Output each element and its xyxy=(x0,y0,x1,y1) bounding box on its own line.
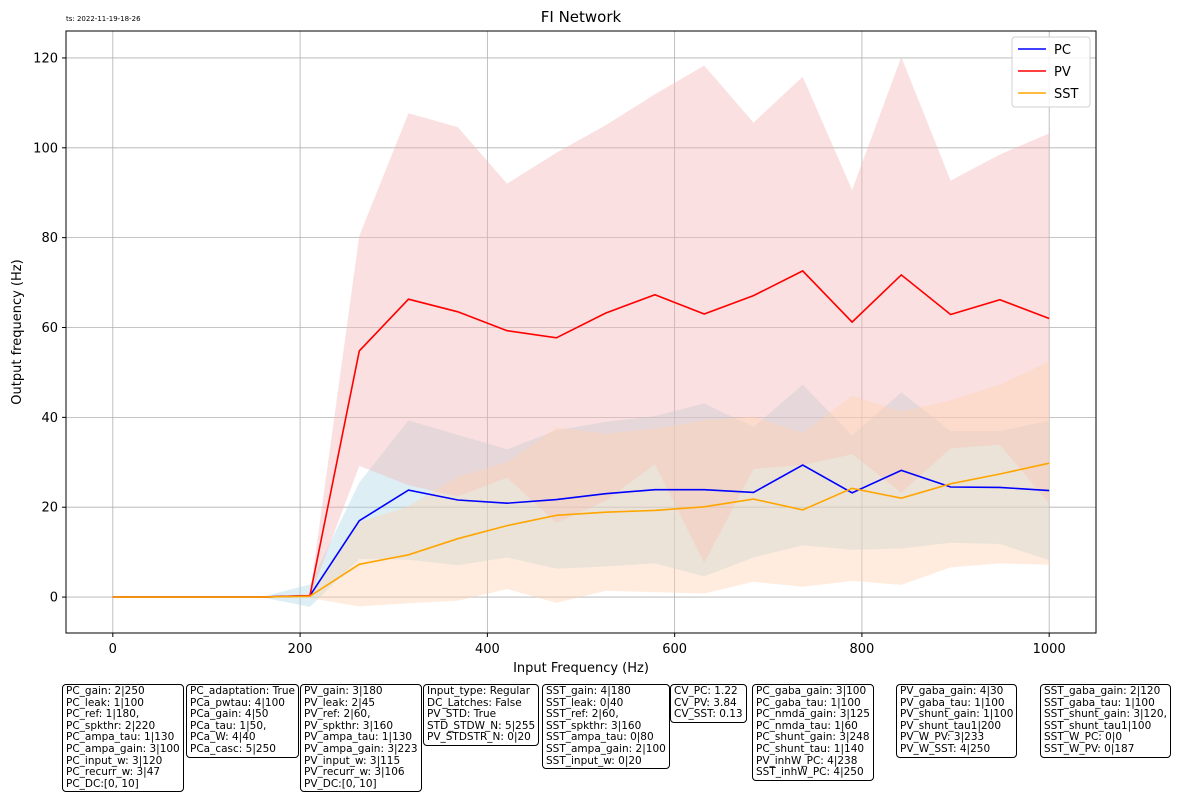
param-line: SST_spkthr: 3|160 xyxy=(546,719,642,732)
param-line: SST_shunt_tau1|100 xyxy=(1044,719,1152,732)
band-pc xyxy=(112,384,1050,607)
param-line: PV_recurr_w: 3|106 xyxy=(304,766,405,779)
param-line: PV_STDSTR_N: 0|20 xyxy=(427,731,531,744)
param-line: PC_DC:[0, 10] xyxy=(66,777,139,790)
param-line: Input_type: Regular xyxy=(427,685,531,697)
param-line: PV_shunt_tau1|200 xyxy=(900,719,1002,732)
legend xyxy=(1011,36,1091,108)
band-sst xyxy=(112,361,1050,607)
param-line: PV_input_w: 3|115 xyxy=(304,754,401,767)
y-tick-label: 80 xyxy=(41,231,58,246)
param-line: PC_recurr_w: 3|47 xyxy=(66,766,161,779)
param-line: PC_spkthr: 2|220 xyxy=(66,719,156,732)
timestamp-label: ts: 2022-11-19-18-26 xyxy=(66,15,141,23)
param-box: PV_gaba_gain: 4|30 PV_gaba_tau: 1|100 PV_s… xyxy=(896,684,1018,758)
param-line: CV_SST: 0.13 xyxy=(674,708,743,721)
param-line: PV_shunt_gain: 1|100 xyxy=(900,708,1014,721)
param-line: PV_inhW_PC: 4|238 xyxy=(756,754,858,767)
param-line: PC_gaba_gain: 3|100 xyxy=(756,685,867,697)
param-line: SST_gaba_gain: 2|120 xyxy=(1044,685,1161,697)
param-line: PV_gaba_tau: 1|100 xyxy=(900,696,1005,709)
param-line: PCa_tau: 1|50, xyxy=(190,719,267,732)
param-line: PCa_pwtau: 4|100 xyxy=(190,696,285,709)
band-pv xyxy=(112,57,1050,598)
y-tick-label: 120 xyxy=(33,51,58,66)
y-tick-label: 100 xyxy=(33,141,58,156)
y-axis-label: Output frequency (Hz) xyxy=(10,259,25,404)
param-line: SST_gain: 4|180 xyxy=(546,685,631,697)
param-line: PC_gain: 2|250 xyxy=(66,685,145,697)
param-line: PC_input_w: 3|120 xyxy=(66,754,163,767)
param-box: PC_gain: 2|250 PC_leak: 1|100 PC_ref: 1|18… xyxy=(62,684,184,793)
param-box: PC_gaba_gain: 3|100 PC_gaba_tau: 1|100 PC_… xyxy=(752,684,874,781)
param-line: SST_ref: 2|60, xyxy=(546,708,619,721)
param-line: PC_nmda_tau: 1|60 xyxy=(756,719,858,732)
param-box: Input_type: Regular DC_Latches: False PV_S… xyxy=(423,684,540,746)
param-box: PV_gain: 3|180 PV_leak: 2|45 PV_ref: 2|60,… xyxy=(300,684,422,793)
param-line: PC_ref: 1|180, xyxy=(66,708,140,721)
param-line: PCa_gain: 4|50 xyxy=(190,708,269,721)
x-tick-label: 200 xyxy=(288,642,313,657)
chart-title: FI Network xyxy=(541,8,622,26)
plot-area xyxy=(112,57,1050,607)
param-line: PC_leak: 1|100 xyxy=(66,696,144,709)
x-axis-label: Input Frequency (Hz) xyxy=(513,661,649,676)
x-tick-label: 600 xyxy=(662,642,687,657)
param-line: PC_gaba_tau: 1|100 xyxy=(756,696,861,709)
y-tick-label: 0 xyxy=(50,591,58,606)
param-line: PCa_casc: 5|250 xyxy=(190,742,276,755)
x-tick-label: 1000 xyxy=(1033,642,1066,657)
series-line-sst xyxy=(112,462,1050,598)
param-line: SST_shunt_gain: 3|120, xyxy=(1044,708,1167,721)
x-tick-label: 400 xyxy=(475,642,500,657)
param-line: SST_leak: 0|40 xyxy=(546,696,624,709)
x-tick-label: 0 xyxy=(109,642,117,657)
param-line: CV_PC: 1.22 xyxy=(674,685,738,697)
param-line: SST_inhW_PC: 4|250 xyxy=(756,766,864,779)
param-line: SST_gaba_tau: 1|100 xyxy=(1044,696,1155,709)
legend-label-sst: SST xyxy=(1054,87,1079,102)
param-line: PC_ampa_tau: 1|130 xyxy=(66,731,175,744)
param-box: SST_gain: 4|180 SST_leak: 0|40 SST_ref: 2|… xyxy=(542,684,670,770)
param-line: PV_W_PV: 3|233 xyxy=(900,731,985,744)
param-line: SST_input_w: 0|20 xyxy=(546,754,642,767)
param-line: PV_STD: True xyxy=(427,708,497,721)
legend-label-pv: PV xyxy=(1054,65,1071,80)
param-line: PV_gaba_gain: 4|30 xyxy=(900,685,1004,697)
param-line: CV_PV: 3.84 xyxy=(674,696,737,709)
param-line: PC_adaptation: True xyxy=(190,685,295,697)
param-line: PV_spkthr: 3|160 xyxy=(304,719,394,732)
param-line: SST_ampa_gain: 2|100 xyxy=(546,742,666,755)
param-line: PV_ref: 2|60, xyxy=(304,708,371,721)
param-line: PC_nmda_gain: 3|125 xyxy=(756,708,870,721)
y-tick-label: 40 xyxy=(41,411,58,426)
param-line: SST_ampa_tau: 0|80 xyxy=(546,731,654,744)
param-line: PCa_W: 4|40 xyxy=(190,731,256,744)
x-tick-label: 800 xyxy=(849,642,874,657)
param-line: PV_DC:[0, 10] xyxy=(304,777,377,790)
param-line: DC_Latches: False xyxy=(427,696,522,709)
param-line: PV_ampa_tau: 1|130 xyxy=(304,731,413,744)
param-line: PC_ampa_gain: 3|100 xyxy=(66,742,180,755)
param-box: CV_PC: 1.22 CV_PV: 3.84 CV_SST: 0.13 xyxy=(670,684,747,723)
param-line: PV_leak: 2|45 xyxy=(304,696,376,709)
param-line: PV_W_SST: 4|250 xyxy=(900,742,991,755)
plot-frame xyxy=(65,30,1097,634)
param-line: SST_W_PC: 0|0 xyxy=(1044,731,1123,744)
param-line: SST_W_PV: 0|187 xyxy=(1044,742,1135,755)
param-line: STD_STDW_N: 5|255 xyxy=(427,719,536,732)
y-tick-label: 60 xyxy=(41,321,58,336)
param-line: PV_gain: 3|180 xyxy=(304,685,383,697)
y-tick-label: 20 xyxy=(41,501,58,516)
param-box: PC_adaptation: True PCa_pwtau: 4|100 PCa_g… xyxy=(186,684,299,758)
param-box: SST_gaba_gain: 2|120 SST_gaba_tau: 1|100 S… xyxy=(1040,684,1171,758)
param-line: PC_shunt_tau: 1|140 xyxy=(756,742,865,755)
param-line: PV_ampa_gain: 3|223 xyxy=(304,742,418,755)
param-line: PC_shunt_gain: 3|248 xyxy=(756,731,870,744)
legend-label-pc: PC xyxy=(1054,43,1071,58)
